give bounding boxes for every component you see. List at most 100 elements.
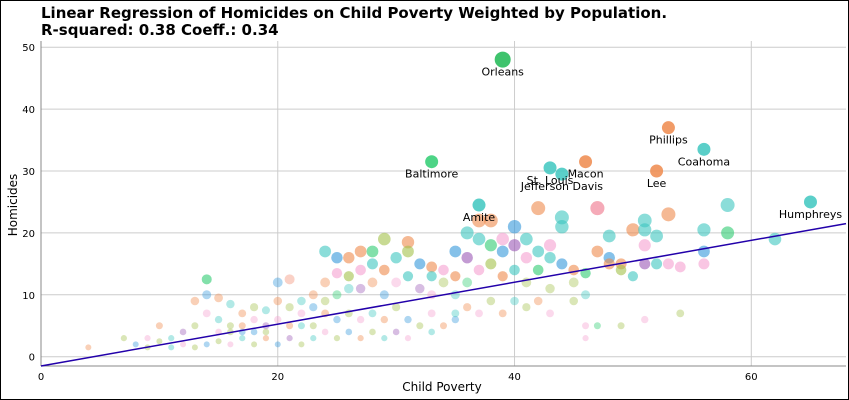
data-point <box>215 338 222 345</box>
data-point <box>472 213 486 228</box>
data-point <box>191 344 198 351</box>
x-tick-label: 0 <box>38 372 44 383</box>
data-point <box>333 315 341 324</box>
data-point <box>357 335 364 342</box>
data-point <box>238 309 247 318</box>
data-point <box>697 223 711 237</box>
data-point <box>651 258 663 270</box>
data-point <box>272 277 283 288</box>
data-point <box>520 232 533 246</box>
point-label: St. Louis <box>527 174 574 187</box>
data-point <box>202 290 212 300</box>
data-point <box>369 328 376 336</box>
labeled-point <box>650 164 664 178</box>
data-point <box>120 335 127 342</box>
point-label: Baltimore <box>405 168 458 181</box>
data-point <box>355 283 366 294</box>
point-label: Humphreys <box>779 208 842 221</box>
data-point <box>379 290 389 300</box>
data-point <box>428 328 435 336</box>
data-point <box>555 220 569 234</box>
labeled-point <box>697 142 711 156</box>
y-axis-label: Homicides <box>6 174 20 237</box>
data-point <box>345 328 353 336</box>
data-point <box>460 226 474 240</box>
data-point <box>297 322 305 330</box>
data-point <box>156 338 163 345</box>
data-point <box>226 299 235 309</box>
data-point <box>333 335 341 342</box>
data-point <box>543 239 557 252</box>
data-point <box>391 277 402 288</box>
data-point <box>461 251 473 264</box>
data-point <box>449 245 462 258</box>
data-point <box>522 303 531 312</box>
data-point <box>602 229 616 243</box>
data-point <box>297 296 306 306</box>
axes: 0 20 40 60 0 10 20 30 40 50 <box>22 41 846 383</box>
data-point <box>582 335 589 342</box>
data-point <box>650 229 663 243</box>
data-point <box>698 258 710 270</box>
data-point <box>202 309 211 318</box>
data-point <box>496 232 509 246</box>
data-point <box>227 341 234 348</box>
data-point <box>617 322 625 330</box>
data-point <box>250 328 258 336</box>
data-point <box>507 220 522 234</box>
chart-subtitle: R-squared: 0.38 Coeff.: 0.34 <box>41 21 279 39</box>
data-point <box>591 245 604 258</box>
data-point <box>249 303 259 312</box>
data-point <box>319 245 332 258</box>
x-tick-label: 60 <box>745 372 758 383</box>
data-point <box>603 258 615 270</box>
data-point <box>392 303 401 312</box>
data-point <box>284 274 295 285</box>
data-point <box>203 341 210 348</box>
data-point <box>298 341 305 348</box>
data-point <box>414 258 426 270</box>
data-point <box>274 341 281 348</box>
data-point <box>168 344 175 351</box>
data-point <box>438 277 449 288</box>
data-point <box>661 207 676 222</box>
data-point <box>402 271 414 282</box>
data-point <box>545 283 555 294</box>
data-point <box>498 309 507 318</box>
data-point <box>344 283 354 294</box>
data-point <box>321 328 329 336</box>
y-tick-label: 30 <box>22 167 35 178</box>
data-point <box>144 335 151 342</box>
x-tick-label: 20 <box>271 372 284 383</box>
point-label: Phillips <box>649 134 688 147</box>
data-point <box>261 306 270 315</box>
data-point <box>190 296 200 306</box>
data-point <box>532 264 544 276</box>
data-point <box>450 271 461 282</box>
data-point <box>356 315 365 324</box>
data-point <box>85 344 92 351</box>
data-point <box>262 335 270 342</box>
data-point <box>568 277 579 288</box>
labeled-point <box>579 155 593 169</box>
data-point <box>721 226 735 240</box>
data-point <box>355 264 366 276</box>
labeled-point <box>543 161 557 175</box>
data-point <box>639 258 651 270</box>
data-point <box>366 258 378 270</box>
data-point <box>310 335 317 342</box>
data-point <box>191 322 199 330</box>
data-point <box>638 223 652 237</box>
data-point <box>251 341 258 348</box>
data-point <box>637 213 652 228</box>
data-point <box>509 264 520 276</box>
data-point <box>427 309 436 318</box>
data-point <box>544 251 556 264</box>
data-point <box>309 303 318 312</box>
data-point <box>343 271 354 282</box>
data-point <box>626 223 640 237</box>
data-point <box>366 245 379 258</box>
regression-layer <box>40 222 847 367</box>
